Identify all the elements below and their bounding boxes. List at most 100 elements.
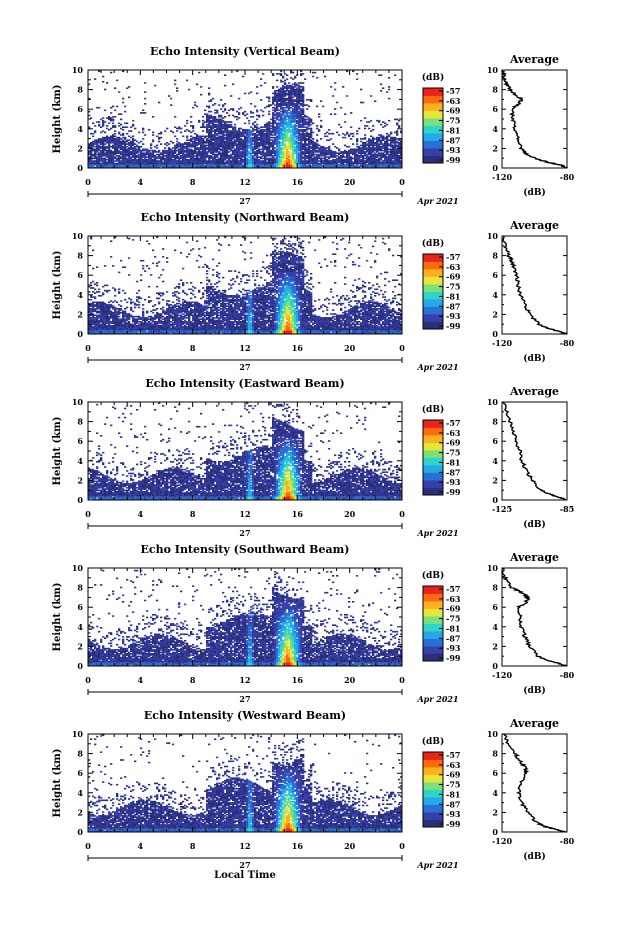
x-tick-label: 8	[190, 675, 196, 685]
colorbar-unit: (dB)	[422, 736, 444, 747]
colorbar-tick-label: -57	[446, 252, 460, 262]
colorbar-segment	[423, 812, 443, 820]
avg-y-tick-label: 2	[492, 807, 498, 817]
colorbar-segment	[423, 820, 443, 828]
x-tick-label: 20	[344, 509, 356, 519]
heatmap-cells	[88, 569, 402, 667]
colorbar-segment	[423, 269, 443, 277]
average-unit-label: (dB)	[523, 187, 545, 198]
colorbar-tick-label: -99	[446, 321, 461, 331]
x-axis-label: Local Time	[214, 870, 276, 881]
colorbar-tick-label: -75	[446, 780, 460, 790]
colorbar-tick-label: -87	[446, 135, 460, 145]
colorbar-unit: (dB)	[422, 72, 444, 83]
colorbar-segment	[423, 420, 443, 428]
colorbar-tick-label: -57	[446, 584, 460, 594]
avg-y-tick-label: 6	[492, 104, 498, 114]
x-tick-label: 8	[190, 177, 196, 187]
x-tick-label: 4	[138, 841, 144, 851]
colorbar-tick-label: -57	[446, 418, 460, 428]
y-tick-label: 10	[72, 729, 84, 739]
date-month-label: Apr 2021	[416, 694, 458, 704]
colorbar-segment	[423, 760, 443, 768]
colorbar-tick-label: -75	[446, 448, 460, 458]
colorbar-segment	[423, 96, 443, 104]
y-tick-label: 4	[77, 290, 83, 300]
x-tick-label: 16	[292, 841, 304, 851]
y-tick-label: 4	[77, 788, 83, 798]
avg-x-tick-label: -120	[492, 836, 512, 846]
date-day-label: 27	[239, 694, 250, 704]
date-day-label: 27	[239, 362, 250, 372]
x-tick-label: 20	[344, 841, 356, 851]
y-tick-label: 10	[72, 65, 84, 75]
x-tick-label: 0	[399, 675, 405, 685]
colorbar-tick-label: -69	[446, 106, 461, 116]
colorbar-segment	[423, 126, 443, 134]
colorbar-segment	[423, 435, 443, 443]
avg-y-tick-label: 6	[492, 768, 498, 778]
average-frame	[502, 70, 567, 168]
avg-y-tick-label: 10	[487, 563, 499, 573]
colorbar-segment	[423, 450, 443, 458]
colorbar-tick-label: -93	[446, 477, 461, 487]
y-axis-label: Height (km)	[52, 417, 63, 486]
y-tick-label: 2	[77, 143, 83, 153]
panel-title: Echo Intensity (Eastward Beam)	[145, 377, 344, 390]
colorbar-segment	[423, 262, 443, 270]
avg-x-tick-label: -80	[560, 836, 575, 846]
avg-y-tick-label: 6	[492, 436, 498, 446]
colorbar-segment	[423, 624, 443, 632]
date-month-label: Apr 2021	[416, 362, 458, 372]
avg-x-tick-label: -125	[492, 504, 512, 514]
avg-y-tick-label: 8	[492, 251, 498, 261]
y-tick-label: 6	[77, 104, 83, 114]
colorbar-tick-label: -93	[446, 311, 461, 321]
x-tick-label: 4	[138, 509, 144, 519]
colorbar-tick-label: -69	[446, 770, 461, 780]
colorbar-segment	[423, 458, 443, 466]
average-profile-line	[502, 70, 567, 168]
y-axis-label: Height (km)	[52, 251, 63, 320]
heatmap-cells	[88, 237, 402, 335]
y-tick-label: 0	[77, 163, 83, 173]
colorbar-segment	[423, 805, 443, 813]
y-tick-label: 2	[77, 807, 83, 817]
avg-y-tick-label: 8	[492, 583, 498, 593]
y-tick-label: 8	[77, 251, 83, 261]
colorbar-segment	[423, 284, 443, 292]
colorbar-tick-label: -87	[446, 301, 460, 311]
colorbar-segment	[423, 88, 443, 96]
colorbar-tick-label: -57	[446, 86, 460, 96]
colorbar-tick-label: -81	[446, 457, 460, 467]
colorbar-unit: (dB)	[422, 404, 444, 415]
average-profile-line	[503, 236, 567, 334]
average-frame	[502, 402, 567, 500]
panel-title: Echo Intensity (Westward Beam)	[144, 709, 346, 722]
colorbar-segment	[423, 586, 443, 594]
date-month-label: Apr 2021	[416, 528, 458, 538]
y-tick-label: 6	[77, 768, 83, 778]
x-tick-label: 16	[292, 675, 304, 685]
y-axis-label: Height (km)	[52, 583, 63, 652]
average-title: Average	[509, 385, 559, 398]
y-tick-label: 0	[77, 495, 83, 505]
x-tick-label: 16	[292, 509, 304, 519]
colorbar-segment	[423, 322, 443, 330]
y-tick-label: 6	[77, 602, 83, 612]
avg-y-tick-label: 10	[487, 65, 499, 75]
date-month-label: Apr 2021	[416, 860, 458, 870]
y-tick-label: 2	[77, 309, 83, 319]
average-profile-line	[504, 734, 566, 832]
x-tick-label: 0	[85, 343, 91, 353]
colorbar-tick-label: -69	[446, 272, 461, 282]
colorbar-tick-label: -93	[446, 145, 461, 155]
x-tick-label: 4	[138, 343, 144, 353]
average-title: Average	[509, 551, 559, 564]
avg-y-tick-label: 2	[492, 143, 498, 153]
colorbar-tick-label: -87	[446, 633, 460, 643]
avg-y-tick-label: 8	[492, 749, 498, 759]
avg-x-tick-label: -120	[492, 670, 512, 680]
average-title: Average	[509, 219, 559, 232]
x-tick-label: 0	[399, 509, 405, 519]
